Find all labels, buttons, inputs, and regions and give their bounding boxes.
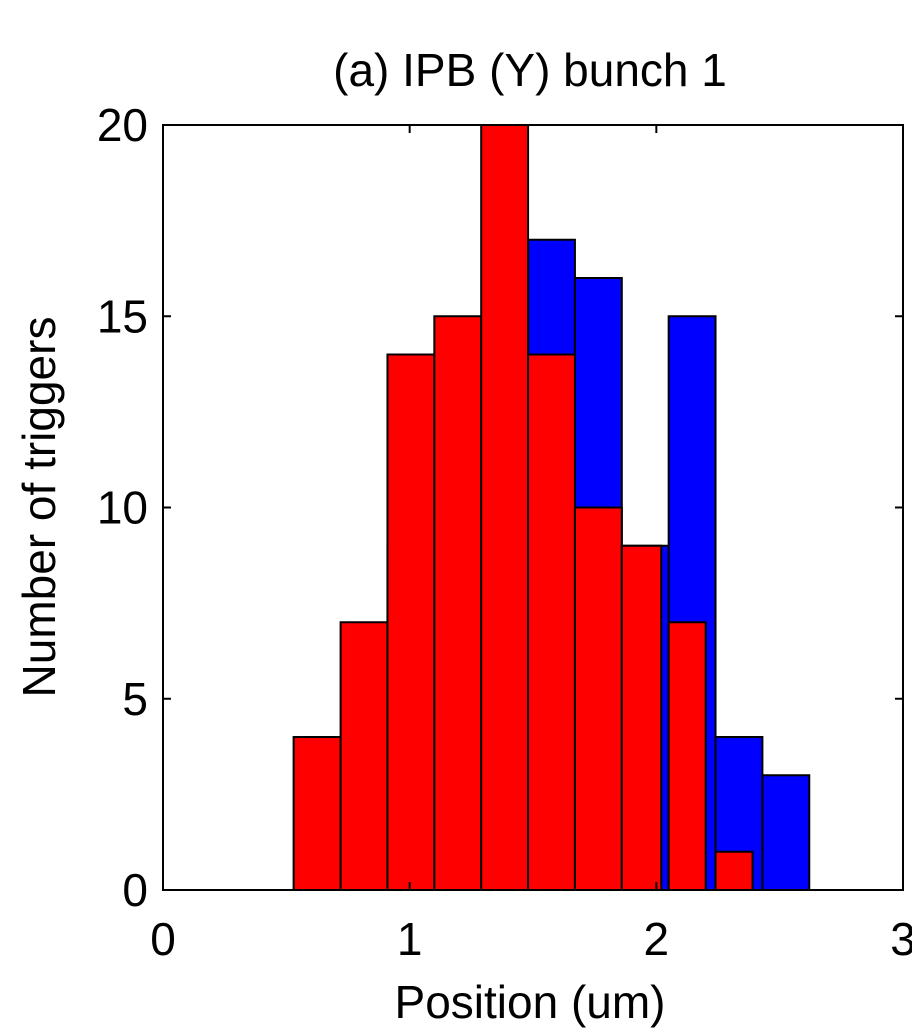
- x-axis-label: Position (um): [395, 976, 666, 1028]
- histogram-bar-series-2: [527, 353, 576, 891]
- x-tick-label: 3: [890, 913, 912, 965]
- chart-title: (a) IPB (Y) bunch 1: [333, 44, 727, 96]
- histogram-bar-series-2: [620, 544, 663, 891]
- y-tick-label: 0: [122, 864, 148, 916]
- histogram-bar-series-2: [292, 736, 342, 891]
- y-axis-label: Number of triggers: [13, 317, 65, 698]
- histogram-bar-series-2: [714, 850, 754, 891]
- histogram-bar-series-2: [339, 621, 389, 891]
- y-tick-label: 5: [122, 673, 148, 725]
- x-tick-label: 2: [644, 913, 670, 965]
- bars-layer: [292, 124, 811, 891]
- y-tick-label: 10: [97, 482, 148, 534]
- histogram-bar-series-2: [480, 124, 530, 891]
- histogram-bar-series-2: [573, 506, 623, 891]
- histogram-bar-series-2: [386, 353, 436, 891]
- y-tick-label: 20: [97, 99, 148, 151]
- histogram-bar-series-1: [761, 774, 811, 891]
- x-tick-label: 0: [150, 913, 176, 965]
- x-tick-label: 1: [397, 913, 423, 965]
- histogram-bar-series-2: [433, 315, 483, 891]
- ticks-layer: 0 1 2 3 0 5 10 15 20: [97, 99, 912, 965]
- histogram-bar-series-2: [667, 621, 707, 891]
- y-tick-label: 15: [97, 290, 148, 342]
